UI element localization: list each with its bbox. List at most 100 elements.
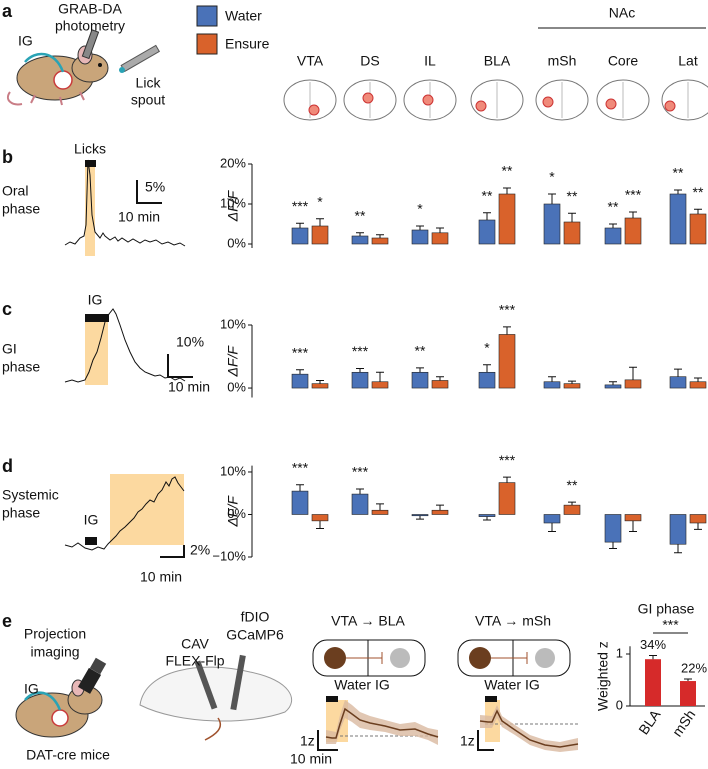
significance: ** — [693, 184, 704, 200]
error-bar — [296, 484, 304, 492]
region-label: DS — [360, 53, 379, 69]
panel-e-title: Projection — [24, 626, 86, 642]
panel-label: c — [2, 299, 12, 319]
sem-band — [326, 700, 438, 745]
bar — [604, 384, 622, 389]
error-bar — [609, 223, 617, 228]
chart-title: GI phase — [638, 601, 695, 617]
bar — [291, 227, 309, 245]
x-tick-label: mSh — [669, 707, 699, 740]
bar — [543, 381, 561, 389]
trace-label: phase — [2, 505, 40, 521]
recording-site — [475, 100, 487, 112]
error-bar — [694, 377, 702, 382]
scale-bar — [136, 180, 162, 204]
nac-label: NAc — [609, 5, 635, 21]
error-bar — [316, 218, 324, 226]
error-bar — [356, 368, 364, 373]
bar — [689, 514, 707, 524]
y-tick-label: 1 — [616, 645, 623, 660]
scale-y-label: 10% — [176, 334, 204, 350]
bar — [498, 482, 516, 515]
significance: *** — [292, 344, 309, 360]
error-bar — [356, 488, 364, 495]
scale-y-label: 1z — [460, 733, 475, 749]
significance: ** — [567, 477, 578, 493]
bar — [311, 383, 329, 389]
error-bar — [316, 379, 324, 384]
bar-annotation: 34% — [640, 637, 666, 652]
virus-label: fDIO — [241, 609, 270, 625]
error-bar — [609, 542, 617, 549]
event-label: Water IG — [334, 677, 390, 693]
significance: * — [417, 201, 423, 217]
bar — [478, 219, 496, 245]
bar — [351, 371, 369, 389]
error-bar — [416, 515, 424, 520]
significance: * — [317, 194, 323, 210]
bar — [669, 193, 687, 245]
significance: ** — [355, 208, 366, 224]
significance: ** — [567, 188, 578, 204]
error-bar — [674, 189, 682, 194]
significance: *** — [292, 198, 309, 214]
error-bar — [629, 211, 637, 218]
significance: ** — [415, 343, 426, 359]
scale-bar — [167, 354, 193, 378]
ig-label: IG — [24, 681, 39, 697]
region-label: mSh — [548, 53, 577, 69]
bar — [645, 659, 661, 706]
trace — [64, 159, 186, 247]
error-bar — [568, 501, 576, 506]
scale-x-label: 10 min — [118, 209, 160, 225]
error-bar — [376, 234, 384, 238]
error-bar — [436, 504, 444, 511]
significance: ** — [673, 165, 684, 181]
event-bar — [85, 314, 109, 322]
bar — [431, 380, 449, 389]
error-bar — [356, 232, 364, 236]
significance: *** — [499, 302, 516, 318]
ig-label: IG — [18, 33, 33, 49]
mouse-illustration — [6, 29, 161, 106]
y-tick-label: 10% — [220, 463, 246, 478]
bar — [311, 225, 329, 245]
bar — [371, 237, 389, 245]
bar — [411, 514, 429, 517]
trace-title: VTA → BLA — [331, 613, 405, 629]
region-label: BLA — [484, 53, 511, 69]
bar — [411, 229, 429, 245]
scale-x-label: 10 min — [168, 379, 210, 395]
bar — [563, 504, 581, 515]
significance: ** — [608, 199, 619, 215]
error-bar — [568, 212, 576, 222]
recording-site — [605, 98, 617, 110]
recording-site — [422, 94, 434, 106]
trace — [325, 707, 439, 739]
recording-site — [542, 96, 554, 108]
legend-label: Water — [225, 8, 262, 24]
error-bar — [568, 380, 576, 384]
legend-swatch — [196, 5, 218, 27]
significance: *** — [352, 464, 369, 480]
y-tick-label: 20% — [220, 155, 246, 170]
photometry-label: GRAB-DA — [58, 1, 122, 17]
virus-label: FLEX-Flp — [165, 653, 224, 669]
significance: *** — [662, 617, 679, 633]
region-label: Lat — [678, 53, 698, 69]
y-tick-label: 0% — [227, 506, 246, 521]
error-bar — [376, 503, 384, 511]
y-axis-label: ΔF/F — [225, 345, 241, 378]
x-tick-label: BLA — [635, 706, 664, 737]
error-bar — [503, 326, 511, 335]
bar — [604, 514, 622, 543]
scale-x-label: 10 min — [140, 569, 182, 585]
error-bar — [609, 381, 617, 385]
event-bar — [85, 160, 96, 167]
bar — [543, 203, 561, 245]
bar — [351, 235, 369, 245]
error-bar — [629, 366, 637, 380]
error-bar — [629, 520, 637, 532]
bar — [689, 213, 707, 245]
bar — [624, 379, 642, 389]
